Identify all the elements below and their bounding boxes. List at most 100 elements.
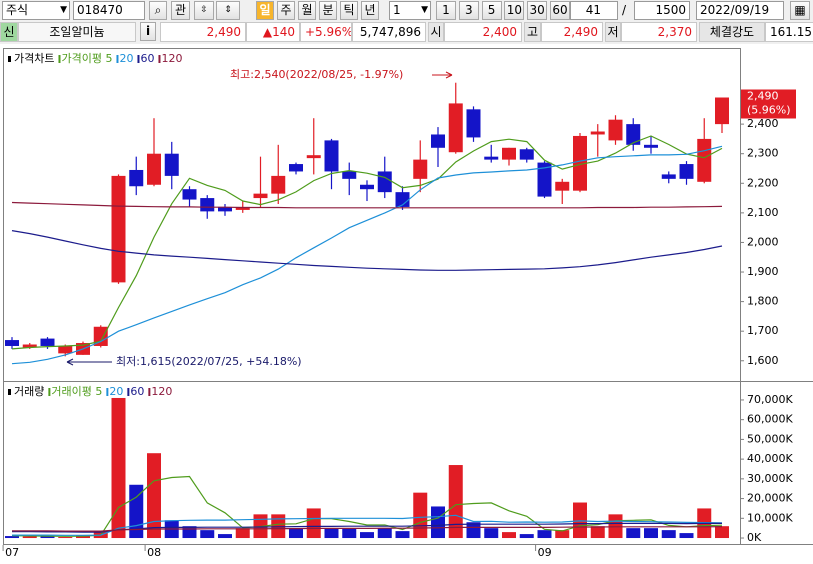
y-tick-label: 40,000K [747,452,793,465]
y-tick-label: 1,900 [747,265,779,278]
legend-marker [137,55,140,63]
toolbar-button[interactable]: 30 [527,1,548,20]
candle-body [235,206,250,210]
legend-entry: 가격이평 5 [61,52,112,65]
candle-body [111,175,126,283]
legend-entry: 60 [140,52,154,65]
view-button[interactable]: 관 [171,1,190,20]
candle-body [342,171,357,179]
volume-bar [22,536,37,539]
candle-body [93,326,108,346]
y-tick-label: 2,100 [747,206,779,219]
count-input[interactable]: 41 [570,1,618,20]
candle-body [377,171,392,193]
y-tick-label: 2,000 [747,235,779,248]
candle-body [484,156,499,160]
unit: 1 [393,3,401,17]
legend-entry: 20 [109,385,123,398]
x-tick-label: 08 [147,546,161,559]
candle-body [466,109,481,138]
legend-marker [8,389,11,395]
toolbar-button[interactable]: 3 [458,1,479,20]
open: 2,400 [444,22,522,42]
candle-body [448,103,463,153]
volume-bar [40,536,55,539]
candle-body [5,340,19,346]
toolbar-button[interactable]: 주 [277,1,295,20]
toolbar-button[interactable]: 분 [319,1,337,20]
rate: +5.96% [300,22,352,42]
legend-marker [48,388,51,396]
toolbar-button[interactable]: 10 [504,1,525,20]
unit-select[interactable]: 1 ▼ [389,1,431,20]
volume-bar [502,532,516,539]
volume-bar [218,534,232,539]
candle-body [22,344,37,348]
toolbar-button[interactable]: 월 [298,1,316,20]
volume-bar [644,528,658,539]
volume-bar [519,534,534,539]
toolbar-button[interactable]: 60 [550,1,570,20]
settings-button[interactable]: ▦ [790,1,810,20]
legend-entry: 거래이평 5 [51,385,102,398]
dropdown-arrow: ▼ [421,5,428,15]
strength-label: 체결강도 [699,22,765,42]
y-tick-label: 2,200 [747,176,779,189]
toolbar-button[interactable]: 일 [256,1,274,20]
high: 2,490 [541,22,603,42]
volume-bar [147,453,161,539]
total-input[interactable]: 1500 [634,1,690,20]
x-tick-label: 07 [5,546,19,559]
toolbar-button[interactable]: 5 [481,1,502,20]
info-button[interactable]: i [140,22,156,41]
volume-bar [377,528,392,539]
legend-title: 거래량 [14,385,44,398]
candle-body [573,135,587,191]
x-tick-label: 09 [538,546,552,559]
legend-marker [106,388,109,396]
volume-bar [448,465,463,539]
candle-body [644,144,658,148]
candle-body [182,189,197,200]
y-tick-label: 1,600 [747,354,779,367]
moving-average-line [11,145,723,365]
candle-body [697,138,712,182]
toolbar-button[interactable]: 틱 [340,1,358,20]
toolbar-button[interactable]: 년 [361,1,379,20]
code-input[interactable]: 018470 [73,1,145,20]
candle-body [555,181,570,191]
volume-bar [466,522,481,539]
moving-average-line [12,514,723,536]
candle-body [395,192,410,207]
spin-button[interactable]: ⇕ [216,1,240,20]
volume-bar [484,528,499,539]
change: ▲140 [246,22,300,42]
legend-marker [148,388,151,396]
candle-body [324,140,339,172]
volume-bar [608,514,623,539]
candle-body [40,338,55,346]
separator: / [622,3,627,17]
volume-bar [182,526,197,539]
legend-entry: 120 [151,385,172,398]
legend-marker [158,55,161,63]
volume-bar [5,536,19,539]
moving-average-line [11,201,723,209]
y-tick-label: 30,000K [747,472,793,485]
date-input[interactable]: 2022/09/19 [696,1,784,20]
market-select[interactable]: 주식 ▼ [2,1,70,20]
price-tag-rate: (5.96%) [747,103,791,116]
volume-bar [573,502,587,539]
candle-body [218,206,232,212]
y-tick-label: 2,300 [747,147,779,160]
low-annotation: 최저:1,615(2022/07/25, +54.18%) [116,355,302,368]
y-tick-label: 50,000K [747,432,793,445]
volume-bar [395,531,410,539]
toolbar-button[interactable]: 1 [436,1,456,20]
candle-body [200,198,215,212]
candle-body [413,159,428,179]
spin-button[interactable]: ⇳ [194,1,214,20]
search-button[interactable]: ⌕ [149,1,167,20]
open-label: 시 [428,22,444,42]
